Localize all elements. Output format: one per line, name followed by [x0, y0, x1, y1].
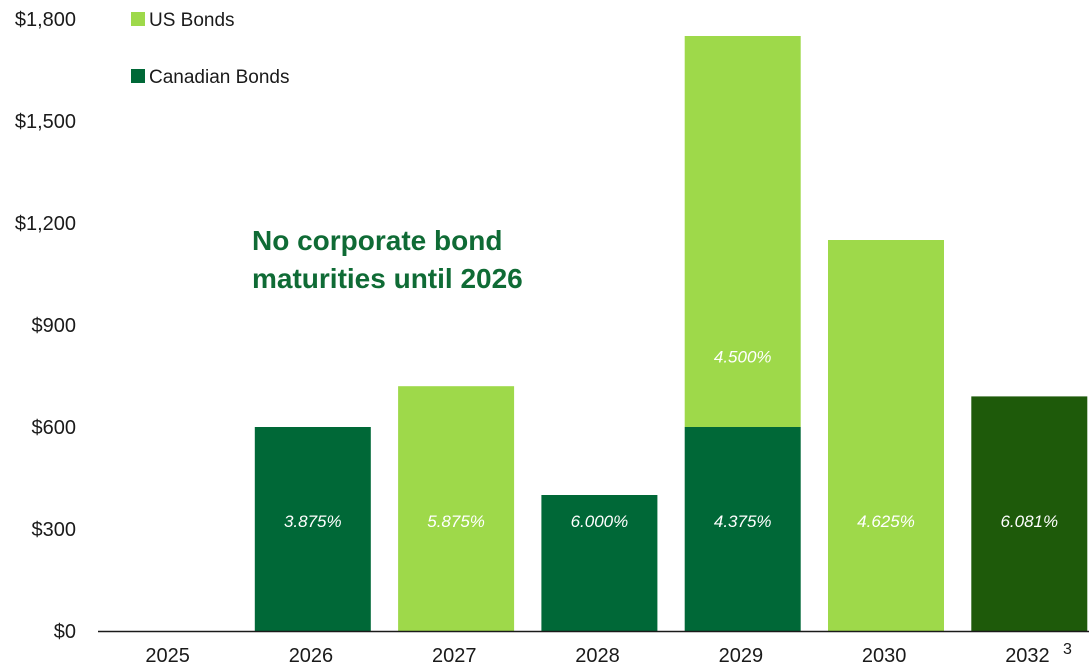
bar-label-2026: 3.875%	[284, 512, 342, 531]
x-tick-label: 2027	[432, 645, 477, 666]
x-tick-label: 2028	[575, 645, 620, 666]
x-tick-label: 2025	[145, 645, 190, 666]
bar-label-2032: 6.081%	[1000, 512, 1058, 531]
legend-label-canadian-bonds: Canadian Bonds	[149, 67, 290, 88]
legend-swatch-canadian-bonds	[131, 69, 145, 83]
bar-label-2027: 5.875%	[427, 512, 485, 531]
annotation-line-1: No corporate bond	[252, 225, 502, 256]
annotation-line-2: maturities until 2026	[252, 263, 523, 294]
x-tick-label: 2029	[719, 645, 764, 666]
legend: US Bonds Canadian Bonds	[131, 10, 290, 88]
bar-2032-series-2	[971, 396, 1088, 631]
bar-2029-series-0	[684, 427, 801, 631]
bar-2029-series-1	[684, 36, 801, 427]
bar-label-2029-us: 4.500%	[714, 347, 772, 366]
bar-label-2030: 4.625%	[857, 512, 915, 531]
bar-labels: 3.875% 5.875% 6.000% 4.375% 4.625% 6.081% 4.50…	[284, 347, 1058, 531]
bar-2030-series-1	[828, 240, 944, 631]
x-axis: 2025 2026 2027 2028 2029 2030 2032	[145, 645, 1049, 666]
bar-2026-series-0	[254, 427, 371, 631]
y-tick-label: $0	[54, 621, 76, 643]
y-tick-label: $1,200	[15, 213, 76, 235]
annotation: No corporate bond maturities until 2026	[252, 225, 523, 294]
bar-2027-series-1	[398, 386, 515, 631]
legend-swatch-us-bonds	[131, 12, 145, 26]
page-number: 3	[1063, 641, 1072, 658]
y-tick-label: $300	[32, 519, 77, 541]
x-tick-label: 2026	[289, 645, 334, 666]
y-axis: $0 $300 $600 $900 $1,200 $1,500 $1,800	[15, 9, 76, 643]
x-tick-label: 2032	[1005, 645, 1050, 666]
y-tick-label: $1,500	[15, 111, 76, 133]
y-tick-label: $900	[32, 315, 77, 337]
bar-label-2029: 4.375%	[714, 512, 772, 531]
bars	[254, 36, 1088, 631]
bar-label-2028: 6.000%	[571, 512, 629, 531]
y-tick-label: $600	[32, 417, 77, 439]
y-tick-label: $1,800	[15, 9, 76, 31]
bar-2028-series-0	[541, 495, 658, 631]
legend-label-us-bonds: US Bonds	[149, 10, 235, 31]
x-tick-label: 2030	[862, 645, 907, 666]
